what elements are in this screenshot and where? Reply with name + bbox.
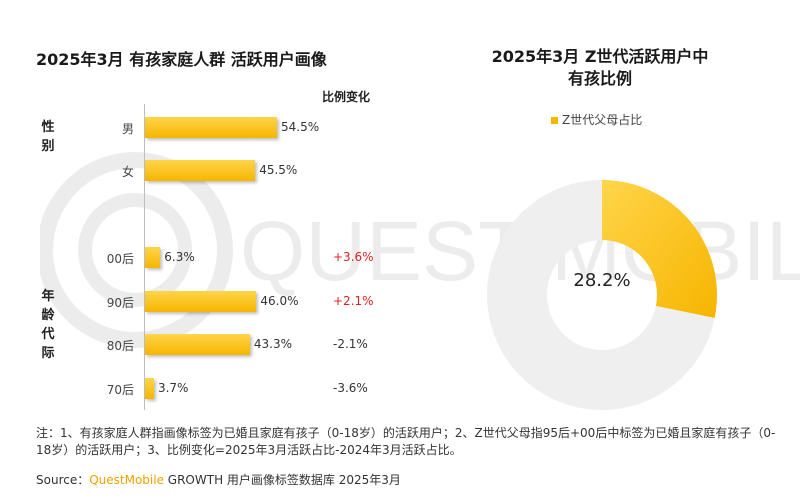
- bar-value-label: 45.5%: [259, 163, 298, 177]
- change-value-label: -2.1%: [333, 337, 368, 351]
- right-title-line-2: 有孩比例: [567, 69, 632, 88]
- bar-value-label: 46.0%: [260, 294, 299, 308]
- legend-label: Z世代父母占比: [562, 113, 643, 127]
- bar: [145, 160, 256, 181]
- change-value-label: +3.6%: [333, 250, 374, 264]
- donut-slice-z-parents: [602, 180, 717, 318]
- bar: [145, 378, 154, 399]
- bar-value-label: 6.3%: [164, 250, 195, 264]
- donut-slice-rest: [487, 180, 715, 410]
- footnote: 注：1、有孩家庭人群指画像标签为已婚且家庭有孩子（0-18岁）的活跃用户；2、Z…: [36, 426, 776, 457]
- donut-svg: [487, 180, 717, 410]
- source-rest: GROWTH 用户画像标签数据库 2025年3月: [163, 473, 401, 487]
- bar: [145, 247, 161, 268]
- bar: [145, 334, 250, 355]
- legend-swatch: [551, 117, 558, 124]
- category-axis: [144, 104, 145, 410]
- right-chart-title: 2025年3月 Z世代活跃用户中 有孩比例: [470, 46, 730, 90]
- change-header: 比例变化: [322, 90, 371, 104]
- right-title-line-1: 2025年3月 Z世代活跃用户中: [491, 47, 709, 66]
- category-label: 70后: [106, 383, 134, 397]
- change-value-label: +2.1%: [333, 294, 374, 308]
- group-label-age: 年龄代际: [41, 289, 55, 361]
- group-label-gender: 性别: [41, 120, 55, 154]
- donut-center-label: 28.2%: [573, 270, 631, 291]
- source-prefix: Source：: [36, 473, 90, 487]
- category-label: 女: [121, 165, 134, 179]
- source-line: Source：QuestMobile GROWTH 用户画像标签数据库 2025…: [36, 471, 401, 488]
- bar-value-label: 43.3%: [253, 337, 292, 351]
- category-label: 00后: [106, 252, 134, 266]
- category-label: 男: [121, 122, 134, 136]
- bar: [145, 291, 257, 312]
- source-brand: QuestMobile: [89, 473, 164, 487]
- left-chart-title: 2025年3月 有孩家庭人群 活跃用户画像: [36, 50, 327, 69]
- donut-chart: [482, 175, 722, 415]
- category-label: 90后: [106, 296, 134, 310]
- bar-value-label: 54.5%: [281, 120, 320, 134]
- donut-legend: Z世代父母占比: [551, 111, 642, 128]
- bar: [145, 117, 277, 138]
- bar-value-label: 3.7%: [157, 381, 189, 395]
- category-label: 80后: [106, 339, 134, 353]
- change-value-label: -3.6%: [333, 381, 368, 395]
